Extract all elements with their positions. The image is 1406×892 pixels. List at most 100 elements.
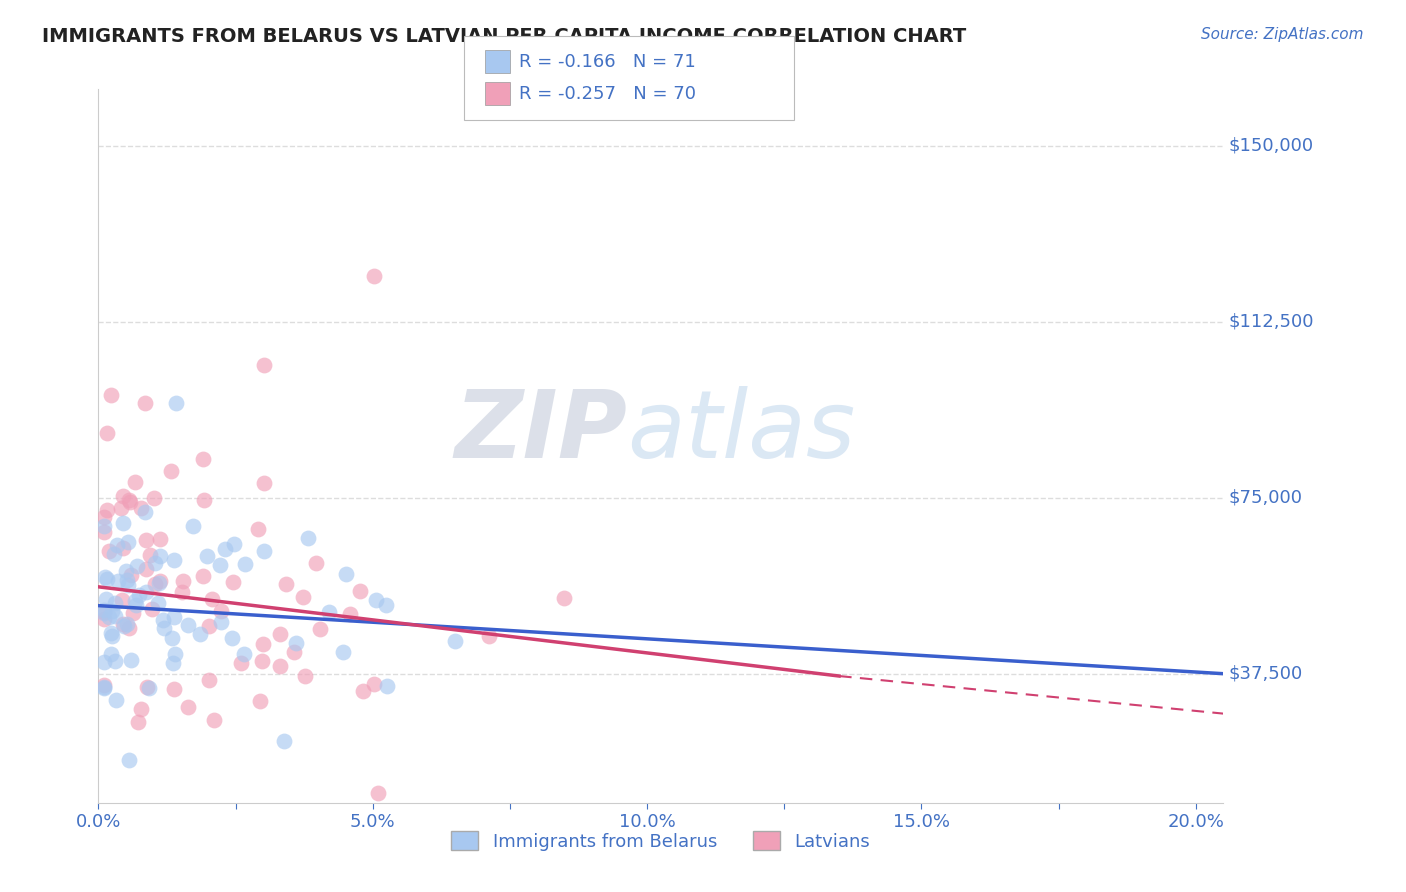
Point <box>104 609 127 624</box>
Point <box>118 621 141 635</box>
Point <box>143 577 166 591</box>
Point <box>101 604 124 618</box>
Point <box>172 574 194 589</box>
Point <box>201 592 224 607</box>
Point <box>104 596 127 610</box>
Point <box>163 682 186 697</box>
Point <box>193 569 215 583</box>
Point <box>131 702 153 716</box>
Point <box>111 592 134 607</box>
Point <box>165 647 187 661</box>
Point <box>93 678 115 692</box>
Point <box>553 591 575 606</box>
Point <box>191 451 214 466</box>
Point <box>363 269 385 284</box>
Point <box>444 633 467 648</box>
Point <box>297 531 319 545</box>
Point <box>98 544 121 558</box>
Point <box>202 714 225 728</box>
Point <box>105 692 128 706</box>
Text: $112,500: $112,500 <box>1229 312 1315 331</box>
Point <box>253 358 276 372</box>
Point <box>135 585 157 599</box>
Point <box>96 572 118 586</box>
Point <box>339 607 361 622</box>
Point <box>374 598 396 612</box>
Point <box>162 656 184 670</box>
Point <box>332 645 354 659</box>
Point <box>193 492 215 507</box>
Point <box>162 553 184 567</box>
Point <box>138 681 160 695</box>
Point <box>375 679 398 693</box>
Point <box>93 519 115 533</box>
Point <box>177 700 200 714</box>
Point <box>120 653 142 667</box>
Point <box>149 532 172 546</box>
Point <box>163 609 186 624</box>
Point <box>101 629 124 643</box>
Point <box>118 753 141 767</box>
Point <box>188 626 211 640</box>
Point <box>198 673 221 687</box>
Point <box>195 549 218 563</box>
Point <box>134 395 156 409</box>
Point <box>136 681 159 695</box>
Point <box>294 669 316 683</box>
Point <box>181 518 204 533</box>
Point <box>142 491 165 505</box>
Point <box>160 464 183 478</box>
Point <box>148 576 170 591</box>
Point <box>105 537 128 551</box>
Point <box>214 542 236 557</box>
Point <box>112 541 135 556</box>
Point <box>232 647 254 661</box>
Point <box>120 495 142 509</box>
Point <box>352 683 374 698</box>
Point <box>149 549 172 564</box>
Point <box>112 516 135 530</box>
Point <box>335 566 357 581</box>
Point <box>152 622 174 636</box>
Point <box>103 547 125 561</box>
Point <box>146 596 169 610</box>
Point <box>269 627 291 641</box>
Point <box>128 589 150 603</box>
Point <box>93 524 115 539</box>
Point <box>93 681 115 695</box>
Point <box>100 625 122 640</box>
Text: Source: ZipAtlas.com: Source: ZipAtlas.com <box>1201 27 1364 42</box>
Point <box>96 426 118 441</box>
Point <box>125 598 148 612</box>
Point <box>269 659 291 673</box>
Point <box>138 549 160 563</box>
Point <box>94 570 117 584</box>
Point <box>118 493 141 508</box>
Point <box>141 602 163 616</box>
Text: $37,500: $37,500 <box>1229 665 1303 682</box>
Point <box>100 647 122 661</box>
Point <box>292 590 315 604</box>
Point <box>125 559 148 574</box>
Point <box>93 655 115 669</box>
Point <box>134 505 156 519</box>
Point <box>98 609 121 624</box>
Point <box>363 676 385 690</box>
Point <box>253 475 276 490</box>
Point <box>104 654 127 668</box>
Point <box>121 568 143 582</box>
Text: R = -0.166   N = 71: R = -0.166 N = 71 <box>519 53 696 70</box>
Point <box>112 489 135 503</box>
Point <box>93 605 115 619</box>
Point <box>235 558 257 572</box>
Point <box>367 786 389 800</box>
Point <box>283 645 305 659</box>
Point <box>117 534 139 549</box>
Point <box>364 593 387 607</box>
Point <box>318 605 340 619</box>
Point <box>221 632 243 646</box>
Point <box>114 564 136 578</box>
Point <box>165 396 187 410</box>
Point <box>162 631 184 645</box>
Point <box>152 613 174 627</box>
